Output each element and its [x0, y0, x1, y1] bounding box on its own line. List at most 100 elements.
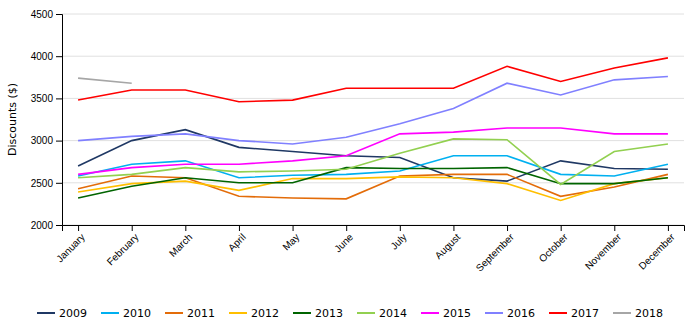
- x-tick: January: [54, 225, 87, 264]
- x-tick-mark: [507, 225, 508, 231]
- y-tick-label: 2000: [31, 220, 54, 231]
- x-tick-label: September: [474, 231, 517, 274]
- x-tick-mark: [78, 225, 79, 231]
- y-axis-title: Discounts ($): [6, 83, 19, 156]
- x-tick: April: [226, 225, 248, 253]
- x-tick-mark: [614, 225, 615, 231]
- legend-item: 2012: [229, 307, 279, 320]
- x-axis-line: [63, 226, 685, 232]
- legend-item: 2016: [485, 307, 535, 320]
- legend-item: 2015: [421, 307, 471, 320]
- y-tick-label: 3500: [31, 93, 54, 104]
- legend-label: 2012: [251, 307, 279, 320]
- legend-swatch: [613, 312, 631, 314]
- x-tick: September: [474, 225, 517, 274]
- x-tick: December: [636, 225, 677, 272]
- x-tick-label: July: [388, 231, 408, 251]
- legend-swatch: [37, 312, 55, 314]
- lines: [78, 58, 668, 201]
- series-line: [78, 76, 668, 144]
- y-axis-line: [56, 15, 63, 226]
- series-line: [78, 156, 668, 178]
- legend-item: 2013: [293, 307, 343, 320]
- x-tick: July: [388, 225, 408, 252]
- y-tick: 3000: [31, 135, 62, 146]
- grid-line: [62, 56, 684, 57]
- y-tick-mark: [56, 183, 62, 184]
- y-tick: 4500: [31, 9, 62, 20]
- grid-line: [62, 98, 684, 99]
- x-tick-label: May: [280, 231, 301, 252]
- legend-item: 2014: [357, 307, 407, 320]
- legend-swatch: [101, 312, 119, 314]
- legend-swatch: [421, 312, 439, 314]
- legend: 2009 2010 2011 2012 2013 2014 2015 2016 2017 2018: [37, 307, 663, 320]
- legend-label: 2009: [59, 307, 87, 320]
- y-tick: 2500: [31, 178, 62, 189]
- y-tick-mark: [56, 225, 62, 226]
- x-tick-label: January: [54, 231, 87, 264]
- x-tick-mark: [239, 225, 240, 231]
- x-tick-mark: [346, 225, 347, 231]
- x-tick: February: [105, 225, 141, 267]
- x-tick-label: March: [167, 231, 194, 258]
- legend-label: 2016: [507, 307, 535, 320]
- legend-swatch: [485, 312, 503, 314]
- x-tick-mark: [561, 225, 562, 231]
- legend-label: 2015: [443, 307, 471, 320]
- x-tick-label: April: [226, 231, 248, 253]
- y-tick-label: 4500: [31, 9, 54, 20]
- x-axis: January February March April May June July Augu…: [54, 225, 684, 274]
- y-tick: 4000: [31, 51, 62, 62]
- x-tick-label: November: [583, 231, 624, 272]
- y-tick-mark: [56, 14, 62, 15]
- y-tick-label: 3000: [31, 135, 54, 146]
- y-tick-mark: [56, 141, 62, 142]
- legend-label: 2010: [123, 307, 151, 320]
- x-tick-mark: [668, 225, 669, 231]
- x-tick-label: December: [636, 231, 677, 272]
- series-line: [78, 58, 668, 102]
- legend-swatch: [165, 312, 183, 314]
- x-tick: March: [167, 225, 194, 259]
- legend-swatch: [293, 312, 311, 314]
- plot: 2000 2500 3000 3500 4000 4500 January February M…: [31, 9, 685, 274]
- x-tick: June: [332, 225, 355, 254]
- legend-swatch: [229, 312, 247, 314]
- legend-item: 2011: [165, 307, 215, 320]
- y-tick: 3500: [31, 93, 62, 104]
- legend-item: 2018: [613, 307, 663, 320]
- legend-swatch: [549, 312, 567, 314]
- grid-line: [62, 140, 684, 141]
- legend-item: 2010: [101, 307, 151, 320]
- legend-label: 2011: [187, 307, 215, 320]
- x-tick: May: [280, 225, 301, 253]
- series-line: [78, 139, 668, 185]
- y-tick-mark: [56, 98, 62, 99]
- x-tick-label: June: [332, 231, 355, 254]
- y-tick: 2000: [31, 220, 62, 231]
- y-tick-label: 2500: [31, 178, 54, 189]
- x-tick-label: August: [433, 231, 463, 261]
- chart: 2000 2500 3000 3500 4000 4500 January February M…: [0, 0, 700, 323]
- y-tick-mark: [56, 56, 62, 57]
- legend-swatch: [357, 312, 375, 314]
- grid: [62, 14, 684, 225]
- x-tick: November: [583, 225, 624, 272]
- x-tick-label: February: [105, 231, 141, 267]
- grid-line: [62, 14, 684, 15]
- y-axis: 2000 2500 3000 3500 4000 4500: [31, 9, 63, 231]
- legend-item: 2009: [37, 307, 87, 320]
- x-tick-label: October: [537, 231, 570, 264]
- x-tick: October: [537, 225, 570, 264]
- x-tick: August: [433, 225, 463, 261]
- x-tick-mark: [400, 225, 401, 231]
- legend-label: 2018: [635, 307, 663, 320]
- x-tick-mark: [293, 225, 294, 231]
- legend-item: 2017: [549, 307, 599, 320]
- y-tick-label: 4000: [31, 51, 54, 62]
- x-tick-mark: [132, 225, 133, 231]
- x-tick-mark: [185, 225, 186, 231]
- x-tick-mark: [453, 225, 454, 231]
- legend-label: 2017: [571, 307, 599, 320]
